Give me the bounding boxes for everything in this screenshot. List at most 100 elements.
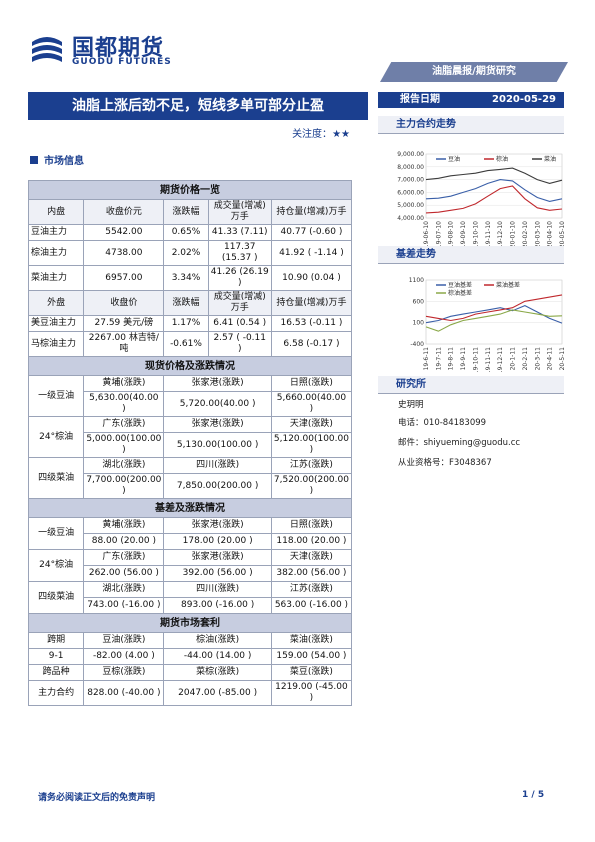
table-cell: 7,520.00(200.00 ) bbox=[270, 473, 353, 499]
table-header-cell: 外盘 bbox=[27, 290, 85, 316]
legend-label: 豆油基差 bbox=[448, 281, 472, 289]
table-cell: -0.61% bbox=[163, 331, 209, 357]
table-header-row: 外盘 收盘价 涨跌幅 成交量(增减)万手 持仓量(增减)万手 bbox=[27, 290, 353, 316]
x-tick-label: 2019-12-10 bbox=[497, 221, 504, 246]
table-row: 5,000.00(100.00 ) 5,130.00(100.00 ) 5,12… bbox=[29, 432, 353, 458]
table-cell: 10.90 (0.04 ) bbox=[270, 265, 353, 291]
chart1-heading: 主力合约走势 bbox=[378, 116, 564, 134]
region-cell: 四川(涨跌) bbox=[163, 457, 272, 474]
analyst-email[interactable]: 邮件：shiyueming@guodu.cc bbox=[398, 438, 521, 448]
table-cell: 1.17% bbox=[163, 315, 209, 332]
x-tick-label: 2020-05-10 bbox=[559, 221, 566, 246]
x-tick-label: 19-11-11 bbox=[485, 347, 492, 372]
basis-region-row: 四级菜油 湖北(涨跌) 四川(涨跌) 江苏(涨跌) bbox=[27, 581, 353, 614]
x-tick-label: 20-3-11 bbox=[534, 347, 541, 371]
region-cell: 广东(涨跌) bbox=[83, 416, 165, 433]
table-cell: 563.00 (-16.00 ) bbox=[270, 597, 353, 614]
table-cell: -44.00 (14.00 ) bbox=[163, 648, 272, 665]
y-tick-label: 7,000.00 bbox=[397, 177, 424, 184]
region-cell: 广东(涨跌) bbox=[83, 549, 165, 566]
table-cell: -82.00 (4.00 ) bbox=[83, 648, 165, 665]
arb-header-row: 跨品种 豆棕(涨跌) 菜棕(涨跌) 菜豆(涨跌) bbox=[27, 664, 353, 681]
basis-region-row: 24°棕油 广东(涨跌) 张家港(涨跌) 天津(涨跌) bbox=[27, 549, 353, 582]
row-label: 一级豆油 bbox=[27, 517, 85, 550]
table-cell: 1219.00 (-45.00 ) bbox=[270, 680, 353, 706]
y-tick-label: -400 bbox=[410, 341, 424, 348]
row-label: 9-1 bbox=[27, 648, 85, 665]
legend-label: 棕油 bbox=[496, 155, 508, 163]
logo-text-en: GUODU FUTURES bbox=[72, 57, 172, 67]
region-cell: 张家港(涨跌) bbox=[163, 375, 272, 392]
table-cell: 7,700.00(200.00 ) bbox=[83, 473, 165, 499]
x-tick-label: 2019-10-10 bbox=[472, 221, 479, 246]
attention-level: 关注度：★★ bbox=[240, 125, 350, 140]
row-label: 一级豆油 bbox=[27, 375, 85, 417]
table-cell: 88.00 (20.00 ) bbox=[83, 533, 165, 550]
table-cell: 2047.00 (-85.00 ) bbox=[163, 680, 272, 706]
table-cell: 178.00 (20.00 ) bbox=[163, 533, 272, 550]
table-row: 88.00 (20.00 ) 178.00 (20.00 ) 118.00 (2… bbox=[29, 533, 353, 550]
table-cell: 41.92 ( -1.14 ) bbox=[270, 240, 353, 266]
table-cell: 2267.00 林吉特/吨 bbox=[83, 331, 165, 357]
futures-title: 期货价格一览 bbox=[28, 180, 352, 200]
attention-stars: ★★ bbox=[332, 129, 350, 140]
y-tick-label: 600 bbox=[413, 298, 425, 305]
spot-region-row: 四级菜油 湖北(涨跌) 四川(涨跌) 江苏(涨跌) bbox=[27, 457, 353, 499]
x-tick-label: 2020-02-10 bbox=[522, 221, 529, 246]
report-date-label: 报告日期 bbox=[400, 94, 440, 105]
analyst-license: 从业资格号：F3048367 bbox=[398, 458, 492, 468]
page-number: 1 / 5 bbox=[522, 790, 545, 800]
region-cell: 黄埔(涨跌) bbox=[83, 375, 165, 392]
table-cell: 5,130.00(100.00 ) bbox=[163, 432, 272, 458]
plot-frame bbox=[425, 279, 563, 345]
region-cell: 张家港(涨跌) bbox=[163, 549, 272, 566]
table-row: 美豆油主力 27.59 美元/磅 1.17% 6.41 (0.54 ) 16.5… bbox=[27, 315, 353, 332]
table-cell: 117.37 (15.37 ) bbox=[207, 240, 272, 266]
row-label: 主力合约 bbox=[27, 680, 85, 706]
table-header-cell: 涨跌幅 bbox=[163, 290, 209, 316]
x-tick-label: 20-5-11 bbox=[559, 347, 566, 371]
chart-main-contracts: 4,000.00 5,000.00 6,000.00 7,000.00 8,000.00… bbox=[397, 151, 566, 246]
table-cell: 828.00 (-40.00 ) bbox=[83, 680, 165, 706]
market-table: 期货价格一览 内盘 收盘价元 涨跌幅 成交量(增减)万手 持仓量(增减)万手 豆… bbox=[27, 180, 353, 706]
series-line-1 bbox=[425, 185, 563, 214]
analyst-phone: 电话：010-84183099 bbox=[398, 418, 487, 428]
table-row: 棕油主力 4738.00 2.02% 117.37 (15.37 ) 41.92… bbox=[27, 240, 353, 266]
table-row: 菜油主力 6957.00 3.34% 41.26 (26.19 ) 10.90 … bbox=[27, 265, 353, 291]
region-cell: 江苏(涨跌) bbox=[270, 581, 353, 598]
series-line-2 bbox=[425, 167, 563, 184]
table-header-cell: 菜油(涨跌) bbox=[270, 632, 353, 649]
table-header-cell: 持仓量(增减)万手 bbox=[270, 199, 353, 225]
report-date-value: 2020-05-29 bbox=[492, 94, 556, 105]
table-cell: 5,720.00(40.00 ) bbox=[163, 391, 272, 417]
x-tick-label: 20-2-11 bbox=[522, 347, 529, 371]
arb-header-row: 跨期 豆油(涨跌) 棕油(涨跌) 菜油(涨跌) bbox=[27, 632, 353, 649]
x-tick-label: 19-10-11 bbox=[472, 347, 479, 372]
table-cell: 2.57 ( -0.11 ) bbox=[207, 331, 272, 357]
row-label: 菜油主力 bbox=[27, 265, 85, 291]
series-line-0 bbox=[425, 304, 563, 324]
table-cell: 3.34% bbox=[163, 265, 209, 291]
legend-label: 豆油 bbox=[448, 155, 460, 163]
table-cell: 893.00 (-16.00 ) bbox=[163, 597, 272, 614]
table-cell: 0.65% bbox=[163, 224, 209, 241]
section-square-icon bbox=[30, 156, 38, 164]
y-tick-label: 1100 bbox=[409, 277, 424, 284]
x-tick-label: 19-8-11 bbox=[448, 347, 455, 371]
table-header-cell: 成交量(增减)万手 bbox=[207, 290, 272, 316]
row-label: 四级菜油 bbox=[27, 457, 85, 499]
x-tick-label: 2020-04-10 bbox=[547, 221, 554, 246]
row-label: 马棕油主力 bbox=[27, 331, 85, 357]
table-row: 马棕油主力 2267.00 林吉特/吨 -0.61% 2.57 ( -0.11 … bbox=[27, 331, 353, 357]
table-header-cell: 菜豆(涨跌) bbox=[270, 664, 353, 681]
x-tick-label: 19-9-11 bbox=[460, 347, 467, 371]
legend-label: 菜油 bbox=[544, 155, 556, 163]
chart-basis: -400 100 600 1100 19-6-11 19-7-11 19-8-11 19-9-… bbox=[409, 277, 566, 372]
row-label: 跨品种 bbox=[27, 664, 85, 681]
x-tick-label: 19-7-11 bbox=[435, 347, 442, 371]
arb-title: 期货市场套利 bbox=[28, 613, 352, 633]
table-cell: 118.00 (20.00 ) bbox=[270, 533, 353, 550]
logo-emblem-icon bbox=[32, 37, 62, 62]
report-type-banner: 油脂晨报/期货研究 bbox=[380, 62, 568, 82]
research-heading: 研究所 bbox=[378, 376, 564, 394]
